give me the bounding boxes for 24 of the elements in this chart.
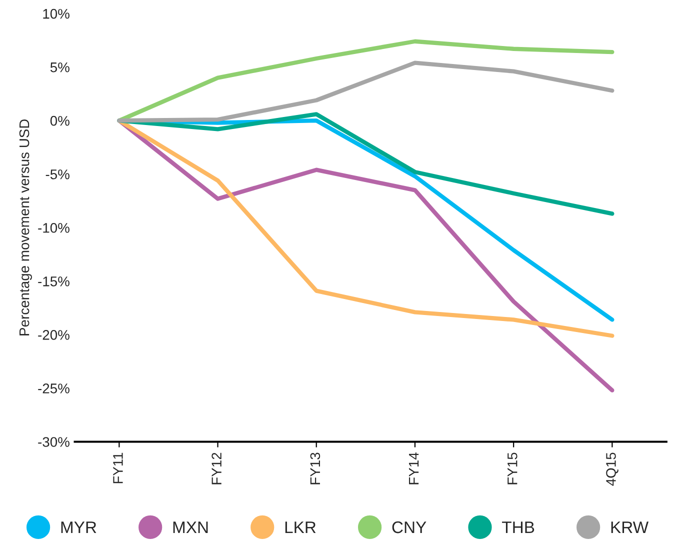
legend-label: MXN xyxy=(173,522,208,534)
y-tick-label: 10% xyxy=(43,8,70,19)
x-tick-label: FY12 xyxy=(212,452,222,484)
legend-label: CNY xyxy=(392,521,426,534)
x-tick-label: FY15 xyxy=(508,452,518,484)
legend-label: LKR xyxy=(285,522,316,534)
x-tick-label: FY14 xyxy=(409,452,419,484)
y-tick-label: 0% xyxy=(50,116,70,126)
y-tick-label: -25% xyxy=(38,384,70,394)
y-tick-label: 5% xyxy=(50,62,70,72)
x-tick-label: FY13 xyxy=(310,452,320,484)
y-tick-label: -10% xyxy=(38,222,70,233)
x-tick-label: FY11 xyxy=(113,452,123,484)
y-axis-title: Percentage movement versus USD xyxy=(19,119,32,336)
y-tick-label: -15% xyxy=(38,276,70,286)
legend-label: MYR xyxy=(61,522,96,534)
y-tick-label: -20% xyxy=(38,330,70,340)
legend-label: KRW xyxy=(611,522,649,534)
line-series xyxy=(117,112,614,216)
line-series xyxy=(117,60,614,123)
y-tick-label: -5% xyxy=(46,170,70,180)
legend-label: THB xyxy=(502,522,534,534)
x-tick-label: 4Q15 xyxy=(606,452,618,486)
y-tick-label: -30% xyxy=(38,437,70,447)
